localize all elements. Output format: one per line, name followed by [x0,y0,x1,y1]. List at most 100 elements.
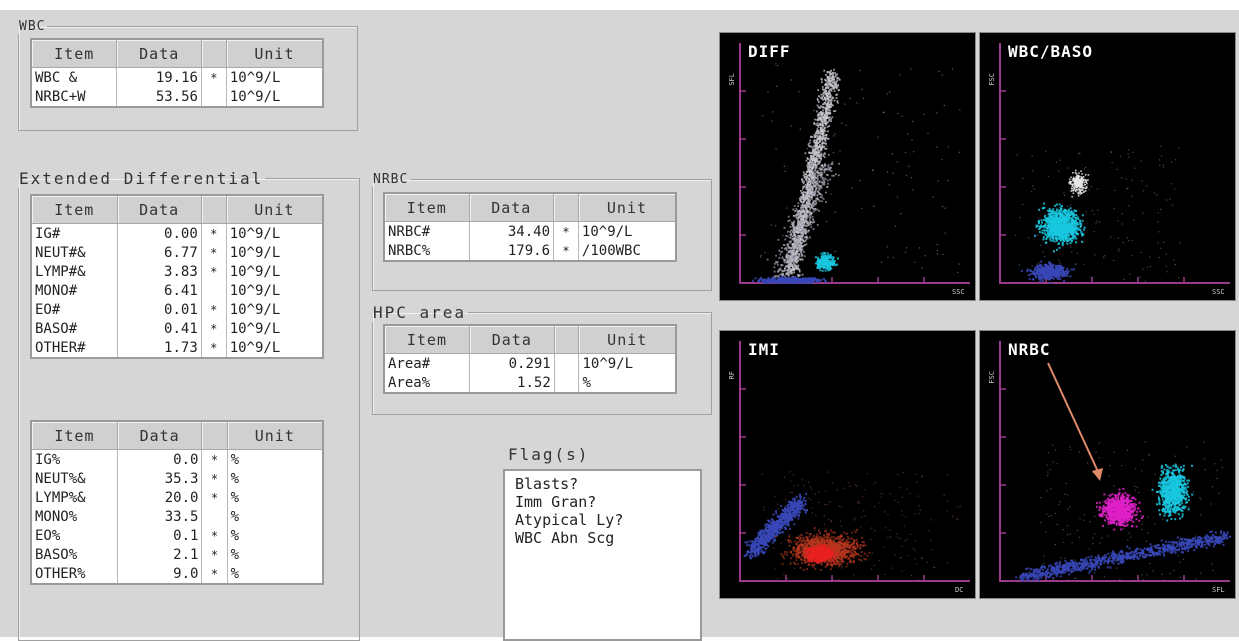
data-cell: 6.41 [117,281,201,300]
item-header: Item [31,421,117,450]
item-cell: IG% [31,450,117,470]
table-row: NRBC%179.6*/100WBC [384,241,676,261]
flag-cell: * [201,300,226,319]
data-cell: 0.0 [117,450,202,470]
table-row: EO#0.01*10^9/L [31,300,323,319]
imi-y-label: RF [728,371,736,379]
data-cell: 0.1 [117,526,202,545]
diff-title: DIFF [748,42,791,61]
table-row: BASO%2.1*% [31,545,323,564]
flag-cell [554,373,579,393]
extended-differential-legend: Extended Differential [17,169,265,188]
flag-header [201,39,226,68]
wbc-baso-x-label: SSC [1212,288,1225,296]
nrbc-y-label: FSC [988,371,996,384]
diff-y-label: SFL [728,73,736,86]
imi-scatter-canvas [720,331,975,598]
item-cell: MONO% [31,507,117,526]
table-row: NEUT%&35.3*% [31,469,323,488]
table-row: IG#0.00*10^9/L [31,224,323,244]
data-header: Data [117,39,202,68]
item-cell: EO% [31,526,117,545]
nrbc-scattergram: NRBC FSC SFL [979,330,1236,599]
unit-cell: 10^9/L [226,224,323,244]
flag-cell: * [554,222,579,242]
unit-cell: 10^9/L [226,68,323,88]
unit-cell: % [227,545,323,564]
data-cell: 179.6 [469,241,554,261]
flags-label: Flag(s) [508,445,589,464]
item-cell: LYMP#& [31,262,117,281]
flag-item: Imm Gran? [515,493,690,511]
nrbc-scatter-canvas [980,331,1235,598]
item-cell: Area% [384,373,469,393]
unit-cell: % [227,450,323,470]
flag-cell [554,354,579,374]
flag-header [202,421,227,450]
unit-cell: % [227,469,323,488]
flag-cell: * [201,262,226,281]
flag-cell: * [201,338,226,358]
unit-cell: 10^9/L [226,262,323,281]
data-cell: 53.56 [117,87,202,107]
flag-cell: * [201,319,226,338]
item-cell: Area# [384,354,469,374]
hpc-area-legend: HPC area [371,303,468,322]
unit-cell: /100WBC [578,241,676,261]
data-cell: 9.0 [117,564,202,584]
item-cell: LYMP%& [31,488,117,507]
data-header: Data [117,195,201,224]
table-row: NRBC#34.40*10^9/L [384,222,676,242]
table-row: OTHER#1.73*10^9/L [31,338,323,358]
flag-item: Blasts? [515,475,690,493]
data-header: Data [117,421,202,450]
nrbc-title: NRBC [1008,340,1051,359]
imi-scattergram: IMI RF DC [719,330,976,599]
unit-cell: 10^9/L [226,281,323,300]
data-cell: 20.0 [117,488,202,507]
table-row: OTHER%9.0*% [31,564,323,584]
diff-scatter-canvas [720,33,975,300]
flag-cell: * [201,224,226,244]
wbc-baso-scattergram: WBC/BASO FSC SSC [979,32,1236,301]
flags-list: Blasts?Imm Gran?Atypical Ly?WBC Abn Scg [503,469,702,641]
flag-cell: * [201,68,226,88]
imi-title: IMI [748,340,780,359]
table-row: NEUT#&6.77*10^9/L [31,243,323,262]
data-cell: 19.16 [117,68,202,88]
data-cell: 0.01 [117,300,201,319]
flag-cell: * [202,469,227,488]
flag-item: WBC Abn Scg [515,529,690,547]
data-cell: 33.5 [117,507,202,526]
unit-cell: 10^9/L [226,243,323,262]
diff-scattergram: DIFF SFL SSC [719,32,976,301]
data-cell: 0.00 [117,224,201,244]
data-cell: 6.77 [117,243,201,262]
imi-x-label: DC [955,586,963,594]
item-cell: IG# [31,224,117,244]
nrbc-x-label: SFL [1212,586,1225,594]
item-cell: OTHER# [31,338,117,358]
flag-cell: * [202,526,227,545]
data-cell: 1.73 [117,338,201,358]
unit-cell: % [227,564,323,584]
unit-header: Unit [227,421,323,450]
item-cell: NEUT#& [31,243,117,262]
unit-cell: % [579,373,676,393]
flag-cell: * [202,450,227,470]
unit-header: Unit [226,195,323,224]
unit-cell: % [227,488,323,507]
item-cell: WBC & [31,68,117,88]
unit-cell: 10^9/L [578,222,676,242]
wbc-baso-scatter-canvas [980,33,1235,300]
unit-cell: 10^9/L [226,300,323,319]
table-row: WBC &19.16*10^9/L [31,68,323,88]
item-cell: NRBC# [384,222,469,242]
wbc-baso-title: WBC/BASO [1008,42,1093,61]
